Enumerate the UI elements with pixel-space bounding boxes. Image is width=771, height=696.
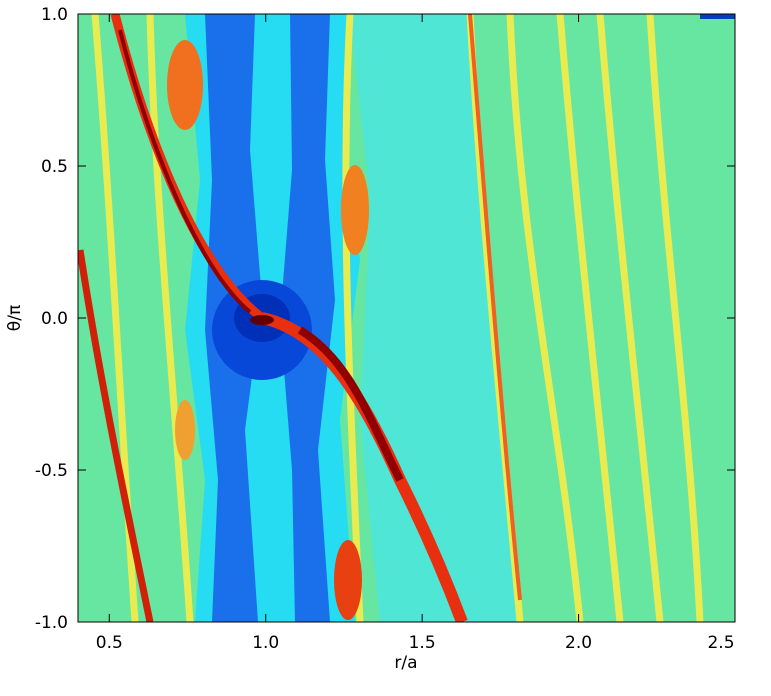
y-axis-label: θ/π: [5, 305, 25, 331]
y-tick-label: 0.5: [41, 157, 68, 177]
x-tick-label: 1.5: [409, 633, 436, 653]
y-tick-label: -1.0: [35, 613, 68, 633]
density-map: [78, 14, 735, 622]
y-tick-label: 0.0: [41, 309, 68, 329]
x-axis-label: r/a: [394, 653, 417, 673]
x-tick-label: 0.5: [96, 633, 123, 653]
x-tick-label: 2.5: [707, 633, 734, 653]
y-tick-label: 1.0: [41, 5, 68, 25]
y-tick-label: -0.5: [35, 461, 68, 481]
x-tick-label: 2.0: [565, 633, 592, 653]
x-tick-label: 1.0: [252, 633, 279, 653]
